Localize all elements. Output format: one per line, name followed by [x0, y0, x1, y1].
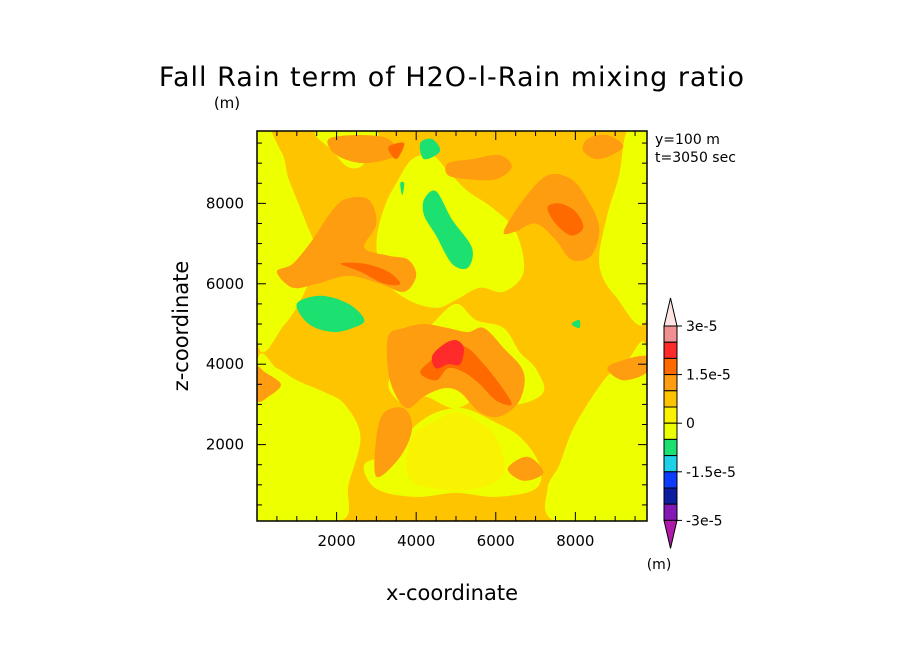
contour-region-yellow-0: [257, 353, 361, 521]
contour-region-orange-5: [582, 134, 624, 160]
y-tick-label: 2000: [206, 436, 244, 454]
plot-frame: [256, 130, 648, 522]
contour-region-green-1: [422, 190, 473, 270]
contour-region-orange-6: [374, 407, 413, 478]
x-axis-label: x-coordinate: [386, 581, 518, 605]
colorbar-swatch: [663, 325, 678, 343]
contour-region-orange-9: [507, 456, 544, 481]
contour-region-orange-7: [257, 366, 281, 403]
y-tick-label: 8000: [206, 194, 244, 212]
colorbar-max-arrow: [663, 297, 678, 327]
colorbar-units: (m): [647, 557, 672, 573]
annotation-y: y=100 m: [655, 132, 720, 148]
colorbar-min-arrow: [663, 519, 678, 549]
colorbar-swatch: [663, 390, 678, 408]
contour-regions: [257, 131, 647, 521]
x-axis: 2000 4000 6000 8000: [256, 131, 636, 550]
colorbar-swatch: [663, 406, 678, 424]
colorbar-swatch: [663, 374, 678, 392]
colorbar-swatch: [663, 341, 678, 359]
colorbar-swatch: [663, 455, 678, 473]
contour-region-red-0: [431, 339, 465, 369]
plot-area: [257, 131, 647, 521]
contour-region-orange-3: [445, 154, 512, 181]
contour-region-green-4: [400, 181, 405, 196]
x-tick-label: 4000: [397, 532, 435, 550]
y-axis-label: z-coordinate: [169, 261, 193, 392]
contour-region-dark-orange-1: [340, 262, 401, 286]
colorbar-swatch: [663, 357, 678, 376]
colorbar-swatch: [663, 422, 678, 440]
colorbar-swatch: [663, 471, 678, 489]
contour-region-yellow-3: [545, 341, 647, 521]
annotation-t: t=3050 sec: [655, 150, 736, 166]
contour-region-green-3: [571, 319, 581, 329]
contour-region-yellow-1: [257, 131, 317, 353]
chart-title: Fall Rain term of H2O-l-Rain mixing rati…: [159, 62, 745, 93]
contour-region-pale-yellow-0: [406, 412, 505, 491]
contour-region-yellow-4: [599, 131, 647, 326]
contour-region-orange-0: [276, 196, 417, 292]
contour-region-dark-orange-3: [388, 142, 405, 160]
contour-region-dark-orange-2: [547, 203, 584, 236]
contour-region-orange-4: [327, 135, 398, 164]
y-tick-label: 6000: [206, 275, 244, 293]
contour-region-orange-8: [607, 355, 647, 381]
colorbar-label: 0: [686, 416, 695, 432]
title-units: (m): [214, 94, 240, 112]
y-tick-label: 4000: [206, 355, 244, 373]
x-tick-label: 2000: [317, 532, 355, 550]
y-axis: 2000 4000 6000 8000: [206, 142, 647, 506]
colorbar-label: 3e-5: [686, 319, 717, 335]
x-tick-label: 8000: [556, 532, 594, 550]
contour-region-green-2: [419, 138, 441, 160]
colorbar-swatch: [663, 438, 678, 457]
colorbar: 3e-5 1.5e-5 0 -1.5e-5 -3e-5: [663, 297, 736, 549]
colorbar-swatch: [663, 487, 678, 505]
colorbar-label: -3e-5: [686, 513, 723, 529]
colorbar-swatch: [663, 503, 678, 521]
colorbar-label: 1.5e-5: [686, 368, 731, 384]
contour-region-green-0: [296, 295, 365, 333]
x-tick-label: 6000: [477, 532, 515, 550]
colorbar-label: -1.5e-5: [686, 465, 736, 481]
